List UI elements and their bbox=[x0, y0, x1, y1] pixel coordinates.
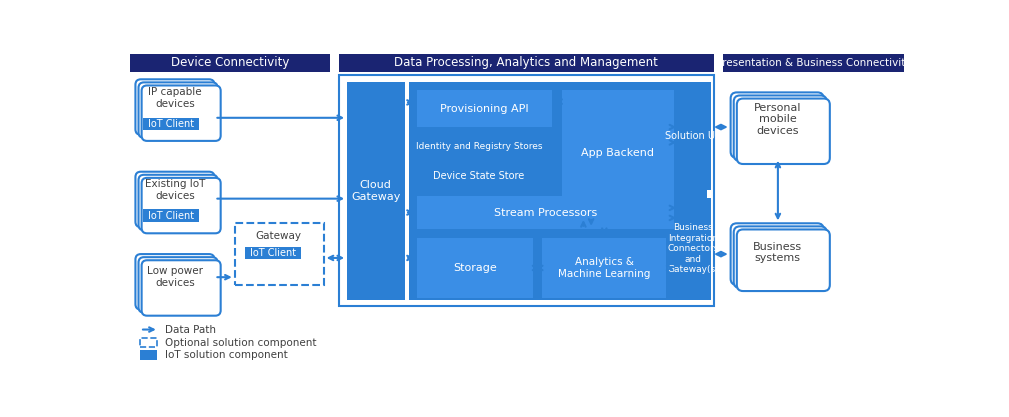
Bar bbox=[676, 198, 711, 299]
Text: Solution UX: Solution UX bbox=[665, 131, 721, 141]
FancyBboxPatch shape bbox=[734, 95, 826, 161]
Text: App Backend: App Backend bbox=[581, 148, 654, 158]
Text: Cloud
Gateway: Cloud Gateway bbox=[351, 180, 401, 202]
Text: IoT Client: IoT Client bbox=[148, 119, 194, 129]
FancyBboxPatch shape bbox=[135, 79, 215, 135]
Bar bbox=[722, 54, 904, 72]
Bar bbox=[339, 54, 713, 72]
Text: Business
Integration
Connectors
and
Gateway(s): Business Integration Connectors and Gate… bbox=[668, 224, 719, 274]
Bar bbox=[140, 338, 157, 347]
Text: Low power
devices: Low power devices bbox=[147, 266, 203, 288]
FancyBboxPatch shape bbox=[141, 85, 221, 141]
Text: IoT Client: IoT Client bbox=[148, 211, 194, 221]
FancyBboxPatch shape bbox=[138, 257, 218, 313]
Bar bbox=[143, 118, 199, 130]
Text: Optional solution component: Optional solution component bbox=[164, 338, 317, 348]
Bar bbox=[417, 135, 541, 158]
Text: IoT Client: IoT Client bbox=[249, 248, 296, 258]
FancyBboxPatch shape bbox=[737, 98, 829, 164]
Text: IoT solution component: IoT solution component bbox=[164, 350, 288, 360]
FancyBboxPatch shape bbox=[737, 229, 829, 291]
Bar bbox=[245, 247, 301, 259]
FancyBboxPatch shape bbox=[731, 223, 823, 285]
FancyBboxPatch shape bbox=[138, 175, 218, 230]
Bar bbox=[421, 164, 537, 187]
Text: Analytics &
Machine Learning: Analytics & Machine Learning bbox=[558, 257, 651, 279]
Text: Data Path: Data Path bbox=[164, 324, 216, 334]
Bar bbox=[417, 238, 533, 298]
Bar bbox=[676, 83, 711, 190]
Bar bbox=[562, 90, 674, 217]
Text: Storage: Storage bbox=[453, 263, 496, 273]
FancyBboxPatch shape bbox=[141, 260, 221, 316]
FancyBboxPatch shape bbox=[138, 83, 218, 138]
Text: Provisioning API: Provisioning API bbox=[440, 103, 529, 113]
Bar bbox=[409, 83, 707, 299]
Bar bbox=[140, 350, 157, 359]
FancyBboxPatch shape bbox=[135, 254, 215, 309]
Text: Device State Store: Device State Store bbox=[433, 171, 525, 181]
Bar bbox=[235, 223, 324, 285]
Bar bbox=[417, 196, 674, 229]
Bar bbox=[542, 238, 666, 298]
Text: Device Connectivity: Device Connectivity bbox=[171, 56, 290, 69]
FancyBboxPatch shape bbox=[135, 172, 215, 227]
FancyBboxPatch shape bbox=[141, 178, 221, 233]
Bar bbox=[347, 83, 406, 299]
Bar bbox=[130, 54, 330, 72]
Text: IP capable
devices: IP capable devices bbox=[148, 87, 202, 108]
Text: Identity and Registry Stores: Identity and Registry Stores bbox=[416, 142, 542, 151]
Text: Presentation & Business Connectivity: Presentation & Business Connectivity bbox=[715, 58, 911, 68]
Text: Data Processing, Analytics and Management: Data Processing, Analytics and Managemen… bbox=[395, 56, 658, 69]
Text: Gateway: Gateway bbox=[256, 231, 302, 241]
Bar bbox=[417, 90, 552, 127]
Text: Stream Processors: Stream Processors bbox=[493, 208, 597, 218]
Bar bbox=[339, 75, 713, 306]
FancyBboxPatch shape bbox=[731, 93, 823, 158]
Bar bbox=[143, 209, 199, 222]
Text: Business
systems: Business systems bbox=[754, 242, 802, 264]
Text: Personal
mobile
devices: Personal mobile devices bbox=[754, 103, 801, 136]
FancyBboxPatch shape bbox=[734, 226, 826, 288]
Text: Existing IoT
devices: Existing IoT devices bbox=[144, 179, 205, 201]
